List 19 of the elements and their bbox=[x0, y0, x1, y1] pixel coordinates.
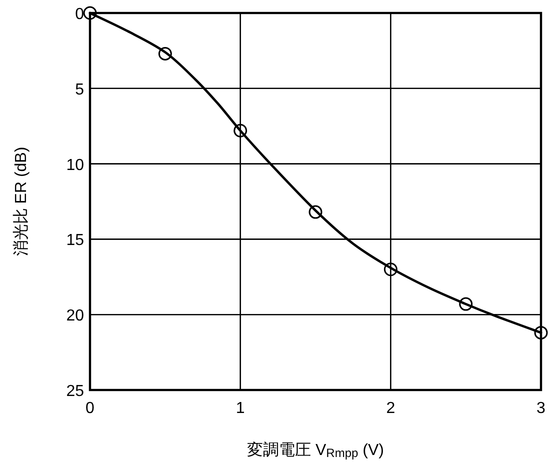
y-tick-label: 25 bbox=[66, 383, 84, 400]
point bbox=[459, 297, 473, 311]
y-tick-label: 15 bbox=[66, 232, 84, 250]
point bbox=[158, 46, 172, 60]
y-axis-title: 消光比 ER (dB) bbox=[12, 146, 30, 256]
x-tick-label: 1 bbox=[236, 400, 245, 417]
point bbox=[308, 205, 322, 219]
y-tick-label: 10 bbox=[66, 156, 84, 174]
y-tick-label: 0 bbox=[75, 6, 84, 23]
point bbox=[384, 262, 398, 276]
x-tick-label: 2 bbox=[386, 400, 396, 417]
x-axis-title: 変調電圧 V$_{Rmpp}$ (V) bbox=[247, 441, 384, 460]
x-tick-label: 3 bbox=[536, 400, 546, 417]
x-tick-label: 0 bbox=[86, 400, 95, 417]
y-tick-label: 20 bbox=[66, 308, 84, 325]
point bbox=[83, 6, 97, 20]
y-tick-label: 5 bbox=[75, 81, 84, 98]
point bbox=[534, 326, 548, 340]
point bbox=[234, 124, 248, 138]
